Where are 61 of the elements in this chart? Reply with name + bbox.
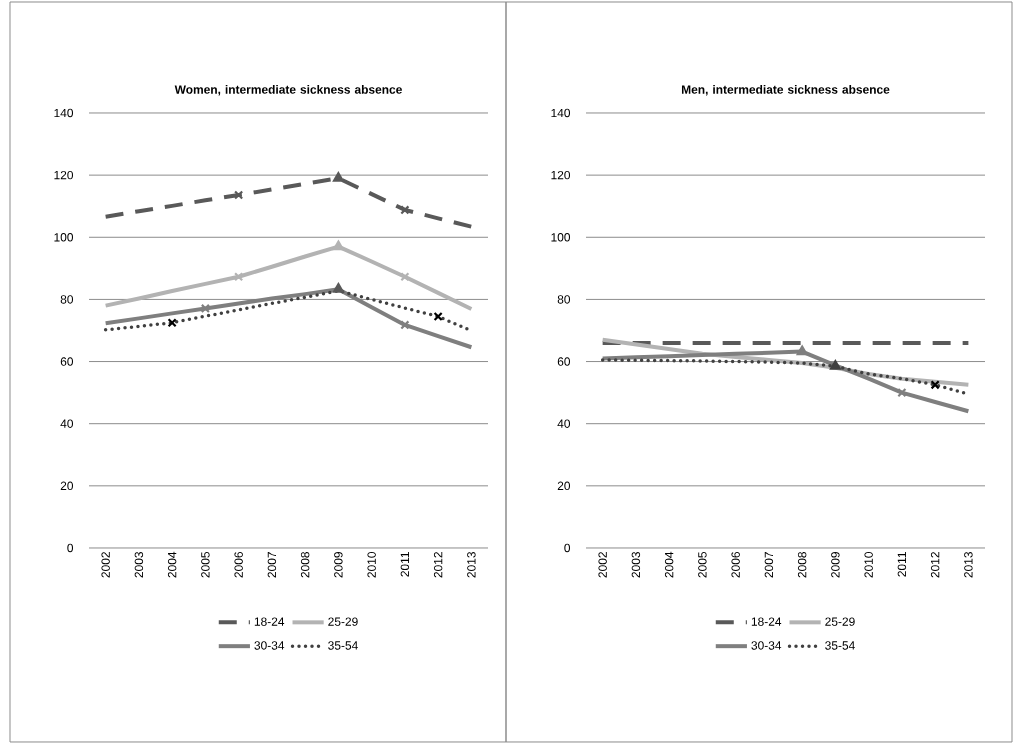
x-tick-label: 2008: [300, 552, 310, 578]
x-tick-label: 2002: [101, 552, 110, 578]
y-tick-label: 80: [60, 295, 74, 304]
x-tick-label: 2004: [664, 551, 674, 578]
x-tick-label: 2006: [234, 552, 243, 578]
x-tick-label: 2007: [764, 552, 774, 578]
x-tick-label: 2010: [864, 551, 873, 578]
x-tick-label: 2004: [167, 551, 177, 578]
x-tick-label: 2013: [964, 552, 973, 578]
legend-label: 18-24: [254, 617, 285, 626]
x-tick-label: 2013: [467, 552, 476, 578]
x-tick-label: 2009: [831, 552, 840, 578]
point: [200, 303, 211, 314]
point: [400, 320, 410, 330]
legend-label: 18-24: [751, 617, 782, 626]
x-tick-label: 2003: [134, 552, 144, 578]
x-tick-label: 2002: [598, 552, 607, 578]
y-tick-label: 20: [60, 481, 74, 491]
x-tick-label: 2005: [698, 552, 707, 578]
point: [167, 318, 177, 328]
point: [234, 190, 244, 200]
y-tick-label: 140: [551, 108, 571, 118]
x-tick-label: 2003: [631, 552, 641, 578]
legend-label: 30-34: [751, 641, 782, 650]
y-tick-label: 100: [551, 233, 571, 242]
y-tick-label: 60: [557, 357, 571, 366]
point: [400, 272, 410, 282]
point: [400, 205, 410, 215]
y-tick-label: 40: [557, 419, 571, 428]
y-tick-label: 20: [557, 481, 571, 491]
x-tick-label: 2007: [267, 552, 277, 578]
y-tick-label: 40: [60, 419, 74, 428]
y-tick-label: 120: [551, 170, 571, 180]
y-tick-label: 80: [557, 295, 571, 304]
point: [332, 240, 344, 251]
chart-title: Men, intermediate sickness absence: [681, 84, 890, 96]
y-tick-label: 0: [67, 543, 74, 553]
x-tick-label: 2006: [731, 552, 740, 578]
chart-title: Women, intermediate sickness absence: [174, 84, 402, 96]
point: [234, 272, 244, 282]
x-tick-label: 2012: [433, 552, 443, 578]
x-tick-label: 2005: [201, 552, 210, 578]
y-tick-label: 120: [54, 170, 74, 180]
y-tick-label: 0: [564, 543, 571, 553]
x-tick-label: 2011: [400, 552, 410, 577]
x-tick-label: 2011: [897, 552, 907, 577]
x-tick-label: 2010: [367, 551, 376, 578]
x-tick-label: 2009: [334, 552, 343, 578]
legend-label: 25-29: [825, 617, 855, 626]
legend-label: 35-54: [328, 641, 358, 650]
point: [332, 283, 344, 293]
legend-label: 30-34: [254, 641, 285, 650]
x-tick-label: 2008: [797, 552, 807, 578]
y-tick-label: 100: [54, 233, 74, 242]
legend-label: 35-54: [825, 641, 855, 650]
legend-label: 25-29: [328, 617, 358, 626]
x-tick-label: 2012: [930, 552, 940, 578]
point: [433, 311, 443, 322]
y-tick-label: 60: [60, 357, 74, 366]
point: [332, 172, 344, 182]
y-tick-label: 140: [54, 108, 74, 118]
